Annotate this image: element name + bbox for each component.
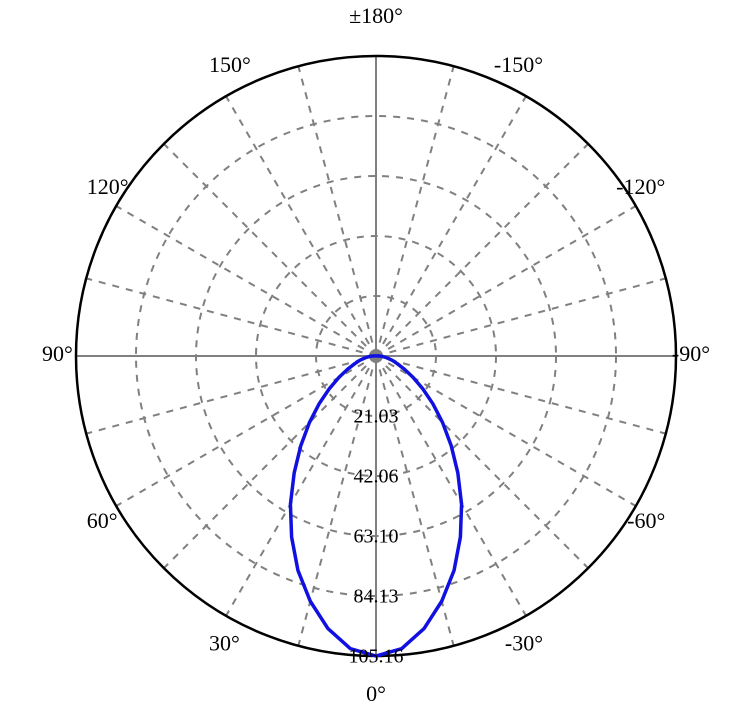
grid-spoke: [376, 206, 636, 356]
radial-label: 63.10: [354, 526, 399, 548]
grid-spoke: [226, 96, 376, 356]
angle-label: 30°: [209, 630, 240, 655]
grid-spoke: [376, 144, 588, 356]
grid-spoke: [164, 356, 376, 568]
grid-spoke: [376, 356, 666, 434]
polar-chart: 21.03 42.06 63.10 84.13 105.16 0° 30° 60° 90° 12…: [0, 0, 753, 713]
radial-label: 105.16: [349, 646, 404, 668]
angle-label: -60°: [627, 508, 665, 533]
angle-label: 90°: [42, 341, 73, 366]
grid-spoke: [376, 66, 454, 356]
angle-label: 0°: [366, 681, 386, 706]
angle-label: ±180°: [349, 3, 403, 28]
angle-label: -150°: [494, 52, 543, 77]
angle-label: 150°: [209, 52, 251, 77]
radial-label: 84.13: [354, 586, 399, 608]
angle-label: 60°: [87, 508, 118, 533]
grid-spoke: [86, 356, 376, 434]
radial-label: 42.06: [354, 466, 399, 488]
angle-label: -90°: [672, 341, 710, 366]
grid-spoke: [164, 144, 376, 356]
grid-spoke: [376, 278, 666, 356]
grid-spoke: [116, 206, 376, 356]
angle-label: 120°: [87, 174, 129, 199]
angle-label: -30°: [505, 630, 543, 655]
grid-spoke: [298, 66, 376, 356]
grid-spoke: [86, 278, 376, 356]
grid-spoke: [376, 356, 588, 568]
grid-spoke: [376, 96, 526, 356]
radial-label: 21.03: [354, 406, 399, 428]
angle-label: -120°: [616, 174, 665, 199]
